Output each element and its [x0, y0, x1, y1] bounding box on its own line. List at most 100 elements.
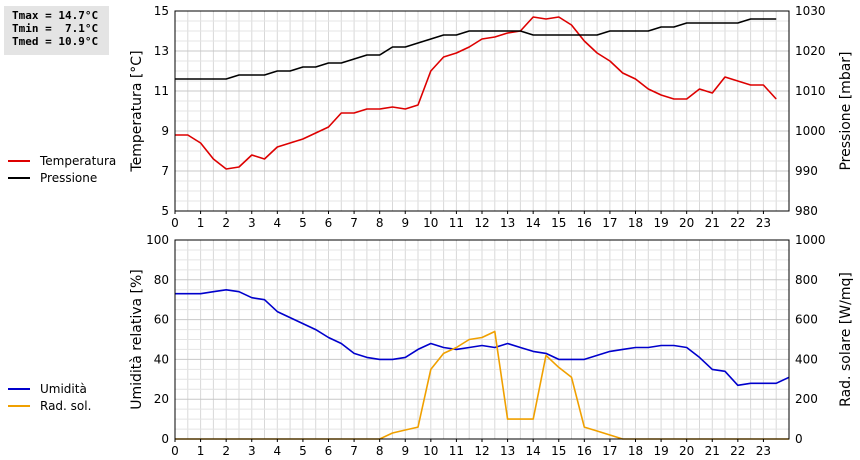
- y-tick-label-left: 100: [146, 233, 169, 247]
- y-tick-label-left: 5: [161, 204, 169, 218]
- x-tick-label: 13: [500, 444, 515, 458]
- x-tick-label: 2: [222, 444, 230, 458]
- x-tick-label: 0: [171, 444, 179, 458]
- y-axis-title-left: Umidità relativa [%]: [129, 269, 145, 410]
- x-tick-label: 14: [526, 216, 541, 230]
- x-tick-label: 21: [705, 444, 720, 458]
- x-tick-label: 20: [679, 444, 694, 458]
- y-tick-label-left: 0: [161, 432, 169, 446]
- x-tick-label: 12: [474, 216, 489, 230]
- x-tick-label: 7: [350, 216, 358, 230]
- series-line-rad-sol: [175, 330, 789, 440]
- x-tick-label: 6: [325, 444, 333, 458]
- x-tick-label: 16: [577, 216, 592, 230]
- x-tick-label: 4: [273, 444, 281, 458]
- x-tick-label: 15: [551, 216, 566, 230]
- y-tick-label-left: 9: [161, 124, 169, 138]
- x-tick-label: 9: [401, 216, 409, 230]
- y-tick-label-right: 1000: [795, 233, 826, 247]
- y-tick-label-right: 800: [795, 273, 818, 287]
- temperatura-swatch: [8, 159, 30, 162]
- x-tick-label: 11: [449, 444, 464, 458]
- y-tick-label-left: 15: [154, 4, 169, 18]
- x-tick-label: 13: [500, 216, 515, 230]
- chart-panel-1: 0 1 2 3 4 5 6 7 8 9 10 11 12 13 14 15 16 17 18 19 20 21 22 2302…: [129, 233, 854, 458]
- summary-box: Tmax = 14.7°C Tmin = 7.1°C Tmed = 10.9°C: [4, 6, 109, 55]
- radsol-swatch: [8, 404, 30, 407]
- x-tick-label: 16: [577, 444, 592, 458]
- legend-label-pressione: Pressione: [40, 170, 98, 185]
- y-axis-title-left: Temperatura [°C]: [129, 50, 145, 172]
- y-tick-label-left: 40: [154, 352, 169, 366]
- y-tick-label-left: 60: [154, 313, 169, 327]
- umidita-swatch: [8, 387, 30, 390]
- x-tick-label: 14: [526, 444, 541, 458]
- x-tick-label: 5: [299, 216, 307, 230]
- x-tick-label: 23: [756, 216, 771, 230]
- x-tick-label: 0: [171, 216, 179, 230]
- y-axis-title-right: Rad. solare [W/mq]: [838, 272, 854, 407]
- x-tick-label: 2: [222, 216, 230, 230]
- x-tick-label: 3: [248, 444, 256, 458]
- legend-label-umidita: Umidità: [40, 381, 87, 396]
- y-tick-label-right: 200: [795, 392, 818, 406]
- legend-bottom: Umidità Rad. sol.: [8, 380, 91, 414]
- x-tick-label: 7: [350, 444, 358, 458]
- legend-top: Temperatura Pressione: [8, 152, 116, 186]
- y-tick-label-left: 80: [154, 273, 169, 287]
- y-tick-label-right: 980: [795, 204, 818, 218]
- x-tick-label: 11: [449, 216, 464, 230]
- x-tick-label: 19: [653, 444, 668, 458]
- x-tick-label: 12: [474, 444, 489, 458]
- y-tick-label-left: 7: [161, 164, 169, 178]
- x-tick-label: 8: [376, 216, 384, 230]
- legend-item-umidita: Umidità: [8, 380, 91, 397]
- x-tick-label: 10: [423, 216, 438, 230]
- x-tick-label: 9: [401, 444, 409, 458]
- series-line-pressione: [175, 18, 777, 80]
- chart-panel-0: 0 1 2 3 4 5 6 7 8 9 10 11 12 13 14 15 16 17 18 19 20 21 22 2357…: [129, 4, 854, 230]
- x-tick-label: 1: [197, 444, 205, 458]
- x-tick-label: 22: [730, 216, 745, 230]
- x-tick-label: 8: [376, 444, 384, 458]
- legend-item-radsol: Rad. sol.: [8, 397, 91, 414]
- x-tick-label: 10: [423, 444, 438, 458]
- x-tick-label: 1: [197, 216, 205, 230]
- y-tick-label-right: 1010: [795, 84, 826, 98]
- tmax-text: Tmax = 14.7°C: [12, 9, 99, 22]
- x-tick-label: 21: [705, 216, 720, 230]
- legend-label-radsol: Rad. sol.: [40, 398, 92, 413]
- y-tick-label-right: 1020: [795, 44, 826, 58]
- x-tick-label: 18: [628, 444, 643, 458]
- x-tick-label: 19: [653, 216, 668, 230]
- legend-label-temperatura: Temperatura: [40, 153, 117, 168]
- y-tick-label-right: 990: [795, 164, 818, 178]
- x-tick-label: 20: [679, 216, 694, 230]
- series-line-temperatura: [175, 16, 777, 170]
- legend-item-temperatura: Temperatura: [8, 152, 116, 169]
- x-tick-label: 17: [602, 216, 617, 230]
- x-tick-label: 17: [602, 444, 617, 458]
- x-tick-label: 6: [325, 216, 333, 230]
- x-tick-label: 3: [248, 216, 256, 230]
- y-tick-label-right: 1030: [795, 4, 826, 18]
- x-tick-label: 15: [551, 444, 566, 458]
- tmin-text: Tmin = 7.1°C: [12, 22, 99, 35]
- x-tick-label: 4: [273, 216, 281, 230]
- x-tick-label: 22: [730, 444, 745, 458]
- x-tick-label: 18: [628, 216, 643, 230]
- y-tick-label-left: 11: [154, 84, 169, 98]
- x-tick-label: 23: [756, 444, 771, 458]
- x-tick-label: 5: [299, 444, 307, 458]
- y-tick-label-left: 20: [154, 392, 169, 406]
- tmed-text: Tmed = 10.9°C: [12, 35, 99, 48]
- series-line-umidit: [175, 289, 790, 387]
- y-tick-label-right: 1000: [795, 124, 826, 138]
- pressione-swatch: [8, 176, 30, 179]
- y-tick-label-right: 0: [795, 432, 803, 446]
- legend-item-pressione: Pressione: [8, 169, 116, 186]
- y-tick-label-left: 13: [154, 44, 169, 58]
- y-axis-title-right: Pressione [mbar]: [838, 51, 854, 170]
- y-tick-label-right: 400: [795, 352, 818, 366]
